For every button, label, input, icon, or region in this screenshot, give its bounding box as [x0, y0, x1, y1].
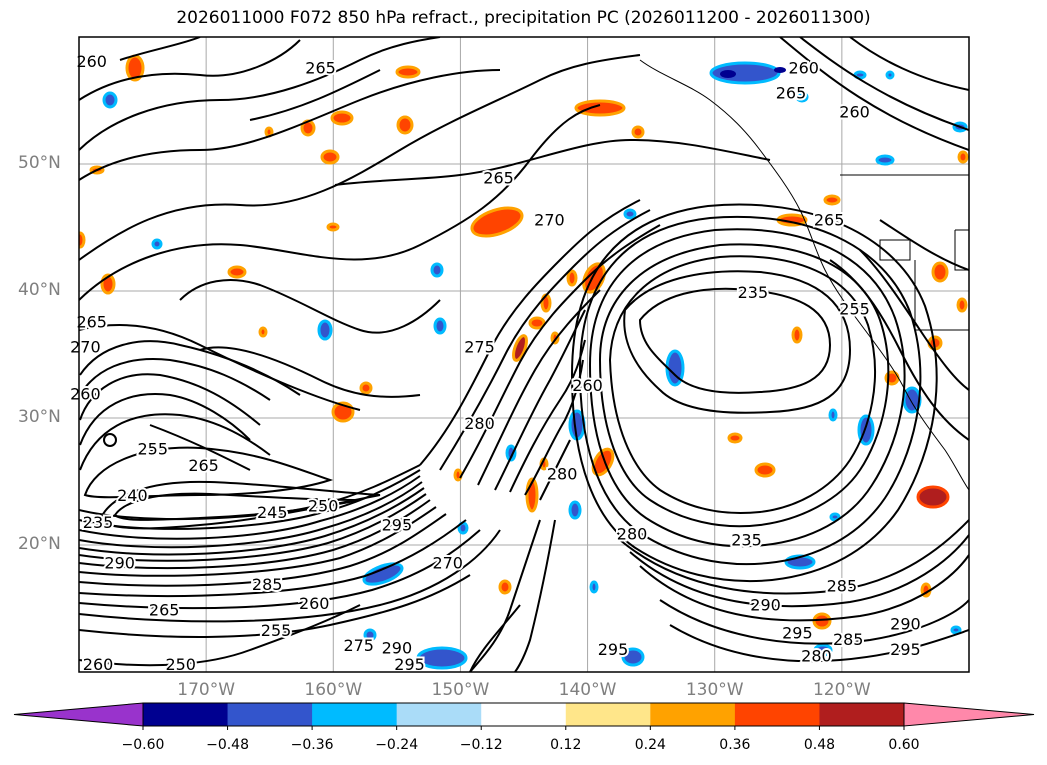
contour-label: 255: [839, 300, 870, 319]
contour-label: 295: [382, 515, 413, 534]
contour-label: 275: [464, 338, 495, 357]
contour-label: 295: [598, 640, 629, 659]
contour-label: 260: [788, 58, 819, 77]
colorbar-tick-label: 0.60: [888, 737, 920, 753]
contour-label: 275: [343, 636, 374, 655]
lon-tick-label: 140°W: [558, 680, 617, 700]
contour-label: 235: [738, 283, 769, 302]
contour-label: 260: [83, 655, 114, 674]
plot-frame: [78, 36, 970, 673]
contour-label: 255: [137, 439, 168, 458]
contour-label: 290: [104, 554, 135, 573]
lon-tick-label: 120°W: [812, 680, 871, 700]
contour-label: 250: [308, 496, 339, 515]
contour-label: 295: [782, 623, 813, 642]
contour-label: 265: [188, 456, 219, 475]
contour-label: 265: [76, 312, 107, 331]
contour-label: 285: [252, 575, 283, 594]
contour-label: 260: [70, 385, 101, 404]
refractivity-contours: [79, 37, 969, 672]
contour-label: 270: [534, 211, 565, 230]
contour-label: 290: [750, 595, 781, 614]
contour-label: 235: [731, 531, 762, 550]
colorbar-tick-label: 0.24: [634, 737, 666, 753]
colorbar-tick-label: −0.12: [459, 737, 503, 753]
colorbar-tick-label: −0.48: [206, 737, 249, 753]
contour-labels: 260 265 260 265 260 265 270 265 235 255 265 270 275 2…: [68, 50, 923, 676]
contour-label: 280: [547, 465, 578, 484]
lat-tick-label: 50°N: [18, 153, 61, 173]
precip-shading: [79, 54, 969, 670]
contour-label: 255: [261, 621, 292, 640]
contour-label: 235: [83, 513, 114, 532]
lon-tick-label: 170°W: [177, 680, 236, 700]
contour-label: 280: [617, 524, 648, 543]
lat-tick-label: 30°N: [18, 407, 61, 427]
contour-label: 265: [814, 211, 845, 230]
contour-label: 260: [299, 594, 330, 613]
lat-tick-label: 20°N: [18, 534, 61, 554]
chart-title: 2026011000 F072 850 hPa refract., precip…: [176, 8, 871, 28]
contour-label: 290: [382, 639, 413, 658]
contour-label: 260: [839, 103, 870, 122]
contour-label: 270: [432, 554, 463, 573]
colorbar-tick-label: 0.48: [803, 737, 836, 753]
colorbar-tick-label: −0.36: [290, 737, 334, 753]
colorbar-tick-label: −0.24: [375, 737, 419, 753]
grid-lines: [79, 37, 969, 672]
contour-label: 280: [464, 414, 495, 433]
contour-label: 290: [890, 615, 921, 634]
lon-tick-label: 150°W: [431, 680, 490, 700]
colorbar-tick-label: −0.60: [121, 737, 165, 753]
contour-label: 270: [70, 338, 101, 357]
contour-label: 295: [890, 640, 921, 659]
colorbar-tick-label: 0.12: [550, 737, 582, 753]
contour-label: 240: [117, 486, 148, 505]
contour-label: 260: [572, 376, 603, 395]
contour-label: 265: [149, 601, 180, 620]
contour-label: 265: [305, 58, 336, 77]
contour-label: 285: [827, 576, 858, 595]
contour-label: 260: [76, 52, 107, 71]
lat-tick-label: 40°N: [18, 280, 61, 300]
colorbar-tick-label: 0.36: [719, 737, 751, 753]
lon-tick-label: 160°W: [304, 680, 363, 700]
contour-label: 250: [165, 655, 196, 674]
contour-label: 265: [483, 169, 514, 188]
contour-label: 265: [776, 84, 807, 103]
contour-label: 285: [833, 630, 864, 649]
contour-label: 245: [257, 503, 288, 522]
coastline: [639, 59, 969, 491]
contour-label: 280: [801, 646, 832, 665]
lon-tick-label: 130°W: [685, 680, 744, 700]
contour-label: 295: [394, 655, 425, 674]
